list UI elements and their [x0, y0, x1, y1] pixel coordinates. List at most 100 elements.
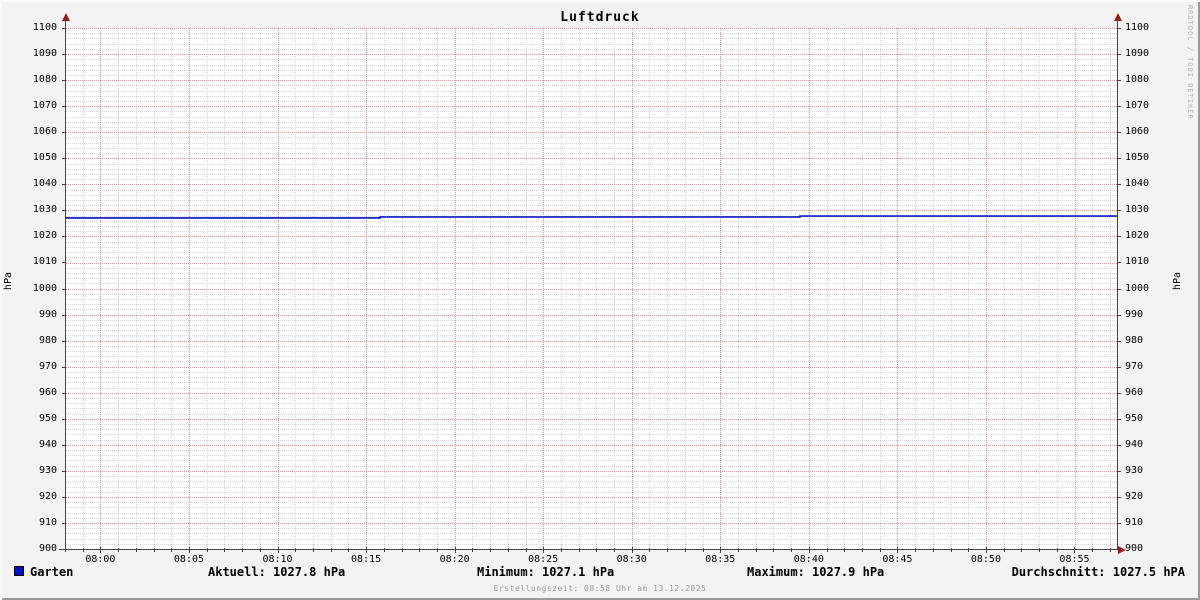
- minor-gridline-h: [65, 252, 1117, 253]
- x-tick-label: 08:25: [528, 554, 559, 565]
- x-tick-mark-minor: [773, 548, 775, 552]
- major-gridline-h: [65, 470, 1117, 472]
- x-tick-label: 08:10: [262, 554, 293, 565]
- minor-gridline-h: [65, 335, 1117, 337]
- y-tick-mark-right: [1117, 80, 1121, 82]
- y-tick-mark-right: [1117, 340, 1121, 342]
- y-tick-label-left: 900: [38, 543, 57, 554]
- minor-gridline-h: [65, 153, 1117, 154]
- minor-gridline-h: [65, 298, 1117, 300]
- y-tick-label-left: 1040: [32, 178, 57, 190]
- x-tick-mark-minor: [1003, 548, 1005, 552]
- x-tick-mark-minor: [791, 548, 793, 552]
- x-tick-mark-minor: [1039, 548, 1041, 552]
- minor-gridline-h: [65, 137, 1117, 139]
- x-tick-mark-minor: [224, 548, 226, 552]
- x-tick-mark-minor: [560, 548, 562, 552]
- minor-gridline-h: [65, 507, 1117, 509]
- y-tick-mark-right: [1117, 392, 1121, 394]
- minor-gridline-h: [65, 439, 1117, 441]
- y-tick-label-right: 1030: [1125, 204, 1150, 216]
- y-tick-label-left: 950: [38, 412, 57, 424]
- legend-maximum: Maximum: 1027.9 hPa: [747, 565, 885, 579]
- x-tick-mark-minor: [1021, 548, 1023, 552]
- x-tick-mark-minor: [295, 548, 297, 552]
- y-tick-label-right: 940: [1125, 438, 1144, 450]
- minor-gridline-h: [65, 111, 1117, 113]
- y-axis-left: [65, 20, 66, 549]
- minor-gridline-h: [65, 173, 1117, 175]
- y-tick-label-left: 1080: [32, 74, 57, 86]
- y-tick-mark-right: [1117, 288, 1121, 290]
- major-gridline-h: [65, 418, 1117, 420]
- x-tick-mark-minor: [206, 548, 208, 552]
- y-tick-label-right: 950: [1125, 412, 1144, 424]
- y-tick-label-left: 970: [38, 360, 57, 372]
- y-tick-label-right: 1050: [1125, 152, 1150, 164]
- minor-gridline-h: [65, 356, 1117, 358]
- minor-gridline-h: [65, 74, 1117, 76]
- y-tick-mark-right: [1117, 522, 1121, 524]
- minor-gridline-h: [65, 382, 1117, 384]
- x-axis-arrow: [1118, 546, 1126, 554]
- minor-gridline-h: [65, 283, 1117, 285]
- minor-gridline-h: [65, 387, 1117, 389]
- minor-gridline-h: [65, 147, 1117, 149]
- x-tick-mark-minor: [259, 548, 261, 552]
- y-tick-mark-left: [62, 288, 66, 290]
- minor-gridline-h: [65, 304, 1117, 306]
- x-tick-label: 08:45: [882, 554, 913, 565]
- major-gridline-h: [65, 314, 1117, 316]
- major-gridline-h: [65, 106, 1117, 108]
- legend-series-label: Garten: [30, 565, 74, 579]
- minor-gridline-h: [65, 319, 1117, 321]
- y-tick-label-left: 920: [38, 490, 57, 502]
- x-tick-mark-minor: [1109, 548, 1111, 552]
- minor-gridline-h: [65, 293, 1117, 295]
- y-tick-label-left: 990: [38, 308, 57, 320]
- major-gridline-h: [65, 28, 1117, 29]
- x-tick-mark-minor: [82, 548, 84, 552]
- y-tick-mark-left: [62, 314, 66, 316]
- x-tick-mark-major: [366, 547, 368, 553]
- minor-gridline-h: [65, 64, 1117, 66]
- x-tick-mark-minor: [472, 548, 474, 552]
- minor-gridline-h: [65, 403, 1117, 405]
- minor-gridline-h: [65, 413, 1117, 415]
- pressure-line-chart: [65, 215, 1117, 219]
- major-gridline-v: [631, 28, 633, 549]
- minor-gridline-h: [65, 455, 1117, 457]
- major-gridline-v: [189, 28, 190, 549]
- x-tick-mark-major: [631, 547, 633, 553]
- major-gridline-v: [100, 28, 102, 549]
- major-gridline-h: [65, 158, 1117, 160]
- minor-gridline-h: [65, 90, 1117, 92]
- x-tick-mark-major: [720, 547, 722, 553]
- y-tick-label-right: 1060: [1125, 126, 1150, 138]
- minor-gridline-h: [65, 142, 1117, 144]
- y-tick-mark-left: [62, 184, 66, 186]
- minor-gridline-h: [65, 476, 1117, 478]
- legend-durchschnitt: Durchschnitt: 1027.5 hPA: [1011, 565, 1185, 579]
- y-tick-label-right: 900: [1125, 543, 1144, 554]
- x-tick-label: 08:15: [351, 554, 382, 565]
- minor-gridline-h: [65, 127, 1117, 128]
- y-tick-label-right: 1100: [1125, 22, 1150, 33]
- y-tick-label-left: 980: [38, 334, 57, 346]
- x-tick-mark-minor: [1056, 548, 1058, 552]
- y-tick-mark-left: [62, 392, 66, 394]
- minor-gridline-h: [65, 121, 1117, 123]
- x-tick-mark-minor: [330, 548, 332, 552]
- minor-gridline-h: [65, 450, 1117, 451]
- y-tick-label-right: 970: [1125, 360, 1144, 372]
- minor-gridline-h: [65, 95, 1117, 97]
- x-tick-mark-minor: [65, 548, 66, 552]
- major-gridline-v: [277, 28, 279, 549]
- minor-gridline-h: [65, 533, 1117, 535]
- x-tick-mark-major: [277, 547, 279, 553]
- y-tick-mark-left: [62, 340, 66, 342]
- y-tick-label-right: 1020: [1125, 230, 1150, 242]
- y-tick-mark-left: [62, 236, 66, 238]
- x-tick-mark-major: [897, 547, 899, 553]
- minor-gridline-h: [65, 257, 1117, 259]
